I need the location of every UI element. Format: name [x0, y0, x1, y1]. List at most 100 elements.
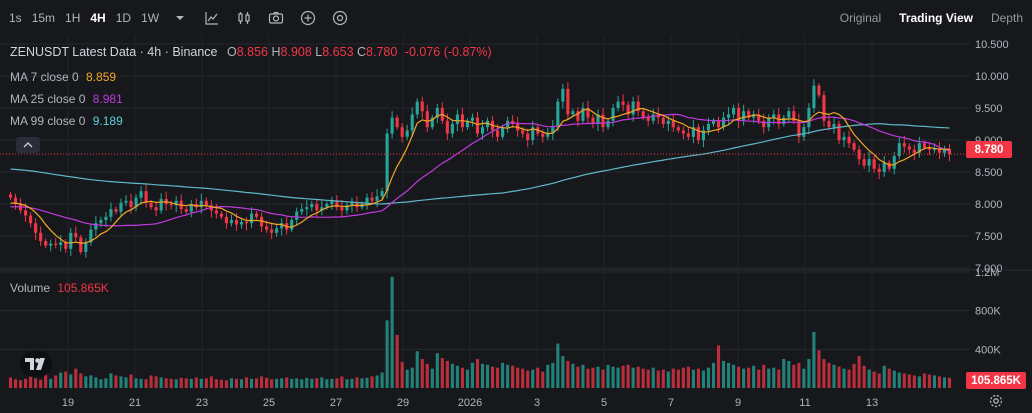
volume-bar — [480, 363, 485, 388]
volume-bar — [455, 365, 459, 388]
volume-bar — [375, 375, 379, 388]
candle-body — [636, 101, 640, 112]
volume-bar — [365, 377, 369, 388]
volume-tick-label: 1.2M — [975, 267, 999, 279]
ma25-legend: MA 25 close 0 8.981 — [10, 92, 123, 106]
volume-bar — [310, 378, 314, 388]
volume-bar — [827, 362, 831, 388]
volume-bar — [109, 373, 113, 388]
tradingview-logo[interactable] — [20, 351, 52, 377]
camera-icon[interactable] — [266, 8, 286, 28]
volume-bar — [646, 369, 650, 388]
volume-bar — [696, 368, 700, 388]
candle-body — [742, 111, 746, 121]
volume-bar — [275, 378, 279, 388]
volume-bar — [641, 368, 645, 388]
volume-bar — [882, 365, 886, 388]
volume-bar — [842, 368, 846, 388]
interval-1w[interactable]: 1W — [141, 11, 160, 25]
volume-bar — [922, 373, 926, 388]
candle-body — [551, 127, 555, 134]
time-tick-label: 13 — [866, 397, 878, 409]
interval-1s[interactable]: 1s — [9, 11, 22, 25]
volume-tick-label: 800K — [975, 306, 1001, 318]
volume-bar — [260, 376, 264, 388]
volume-bar — [566, 360, 570, 388]
volume-bar — [666, 371, 670, 388]
candle-body — [716, 120, 721, 128]
candle-body — [260, 216, 264, 227]
candle-body — [370, 197, 374, 201]
settings-icon[interactable] — [330, 8, 350, 28]
candle-body — [586, 108, 590, 118]
candle-body — [526, 133, 530, 140]
volume-bar — [912, 375, 916, 388]
volume-bar — [847, 369, 851, 388]
candle-body — [666, 120, 670, 124]
indicators-icon[interactable] — [202, 8, 222, 28]
volume-bar — [209, 376, 213, 388]
volume-bar — [169, 378, 173, 388]
top-toolbar: 1s 15m 1H 4H 1D 1W — [0, 0, 1032, 36]
chevron-down-icon[interactable] — [170, 8, 190, 28]
candle-body — [144, 191, 148, 203]
candles-icon[interactable] — [234, 8, 254, 28]
volume-bar — [475, 359, 480, 388]
volume-bar — [345, 379, 349, 388]
interval-15m[interactable]: 15m — [31, 11, 56, 25]
tab-trading-view[interactable]: Trading View — [899, 11, 973, 25]
volume-bar — [114, 375, 118, 388]
chart-legend-title: ZENUSDT Latest Data · 4h · Binance O8.85… — [10, 45, 492, 59]
interval-4h[interactable]: 4H — [90, 11, 106, 25]
volume-bar — [410, 367, 414, 388]
candle-body — [932, 148, 936, 150]
candle-body — [641, 111, 645, 118]
candle-body — [842, 136, 846, 140]
volume-bar — [561, 356, 565, 388]
tab-depth[interactable]: Depth — [990, 11, 1023, 25]
volume-bar — [526, 370, 530, 388]
candle-body — [506, 120, 510, 128]
volume-bar — [551, 362, 555, 388]
volume-bar — [767, 368, 771, 388]
volume-bar — [39, 379, 43, 388]
volume-bar — [932, 375, 936, 388]
candle-body — [591, 117, 595, 124]
volume-bar — [49, 378, 53, 388]
volume-bar — [64, 371, 68, 388]
volume-bar — [405, 369, 409, 388]
candle-body — [621, 101, 625, 105]
volume-bar — [74, 368, 78, 388]
price-tick-label: 7.500 — [975, 231, 1003, 243]
candle-body — [721, 117, 726, 128]
volume-bar — [305, 377, 309, 388]
time-tick-label: 9 — [735, 397, 741, 409]
candle-body — [907, 146, 911, 150]
candle-body — [601, 114, 605, 128]
interval-1d[interactable]: 1D — [115, 11, 132, 25]
candle-body — [480, 127, 485, 134]
volume-bar — [671, 368, 675, 388]
volume-bar — [872, 371, 876, 388]
collapse-legend-button[interactable] — [16, 137, 40, 153]
volume-bar — [887, 368, 891, 388]
price-chart[interactable]: 10.50010.0009.5009.0008.5008.0007.5007.0… — [0, 36, 1032, 413]
candle-body — [661, 117, 665, 124]
tab-original[interactable]: Original — [839, 11, 882, 25]
interval-1h[interactable]: 1H — [65, 11, 81, 25]
volume-bar — [315, 378, 319, 388]
volume-bar — [651, 367, 655, 388]
time-tick-label: 25 — [263, 397, 275, 409]
candle-body — [676, 127, 680, 131]
volume-bar — [249, 378, 254, 388]
volume-bar — [189, 378, 193, 388]
volume-bar — [726, 362, 731, 388]
add-icon[interactable] — [298, 8, 318, 28]
price-tick-label: 7.000 — [975, 263, 1003, 275]
candle-body — [345, 205, 349, 211]
chart-settings-gear-icon[interactable] — [988, 393, 1004, 409]
candle-body — [380, 191, 384, 197]
candle-body — [611, 108, 615, 121]
candle-body — [335, 200, 339, 208]
volume-bar — [34, 378, 38, 388]
